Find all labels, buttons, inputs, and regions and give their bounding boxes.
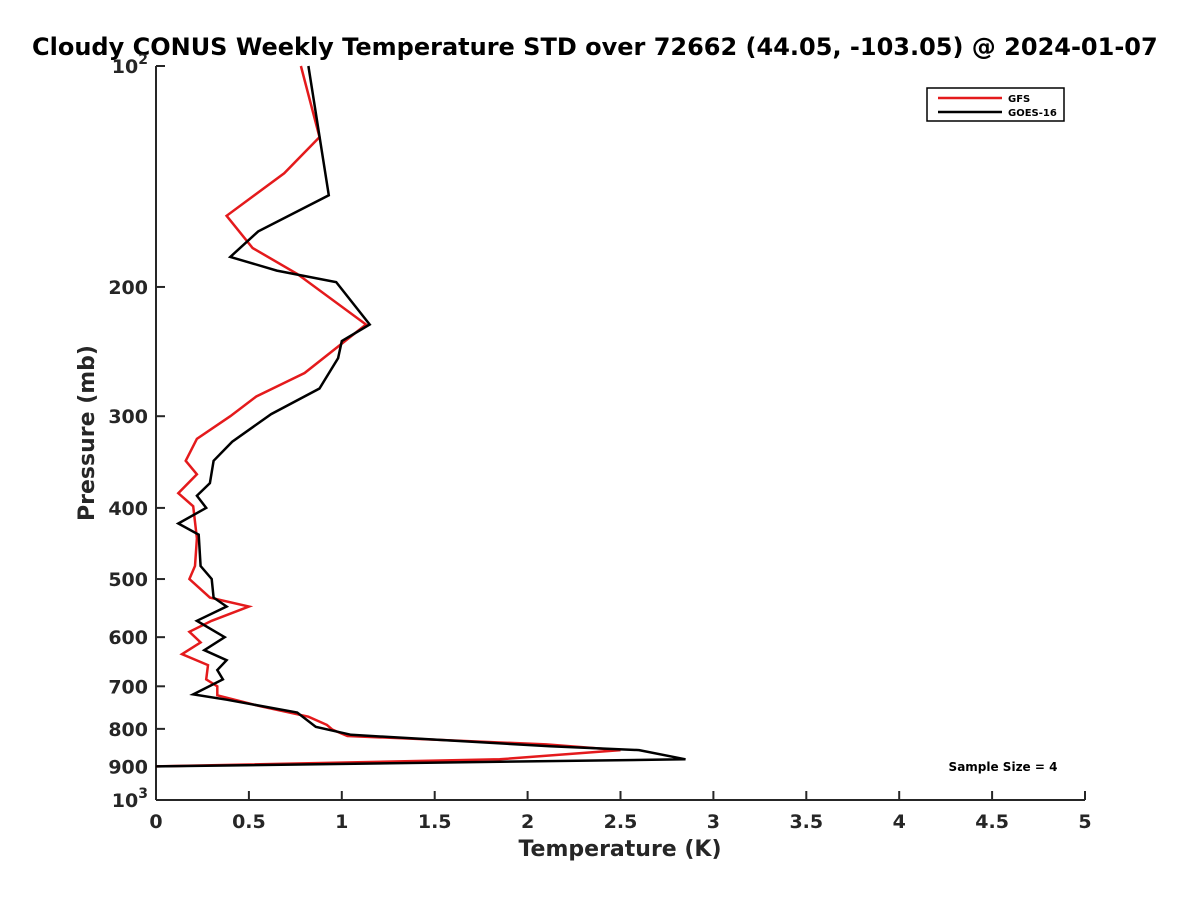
y-tick-label: 200 (108, 277, 148, 299)
y-tick-label: 103 (112, 786, 148, 812)
legend: GFS GOES-16 (926, 87, 1065, 122)
x-tick-label: 2.5 (604, 811, 638, 833)
x-tick-label: 0 (149, 811, 162, 833)
series-line-gfs (155, 65, 621, 768)
x-tick-label: 4 (893, 811, 906, 833)
sample-size-annotation: Sample Size = 4 (949, 760, 1058, 774)
series-layer (155, 65, 686, 768)
legend-box (926, 87, 1065, 122)
x-tick-label: 1 (335, 811, 348, 833)
x-tick-label: 1.5 (418, 811, 452, 833)
x-tick-label: 4.5 (975, 811, 1009, 833)
y-axis-label: Pressure (mb) (75, 345, 100, 521)
y-tick-label: 600 (108, 627, 148, 649)
x-tick-label: 3 (707, 811, 720, 833)
series-line-goes-16 (155, 65, 686, 768)
legend-label-gfs: GFS (1008, 94, 1030, 105)
y-tick-label: 900 (108, 756, 148, 778)
y-tick-label: 700 (108, 676, 148, 698)
y-tick-label: 500 (108, 569, 148, 591)
x-tick-label: 2 (521, 811, 534, 833)
x-tick-label: 5 (1078, 811, 1091, 833)
x-tick-label: 3.5 (789, 811, 823, 833)
x-tick-label: 0.5 (232, 811, 266, 833)
y-tick-label: 300 (108, 406, 148, 428)
y-tick-label: 400 (108, 498, 148, 520)
legend-label-goes-16: GOES-16 (1008, 108, 1057, 119)
chart-title: Cloudy CONUS Weekly Temperature STD over… (32, 33, 1158, 61)
axes: 0 0.5 1 1.5 2 2.5 3 3.5 4 4.5 5 102 200 300 400 500 600 7… (108, 52, 1091, 833)
y-tick-label: 800 (108, 719, 148, 741)
y-tick-label: 102 (112, 52, 148, 78)
x-axis-label: Temperature (K) (518, 837, 721, 862)
